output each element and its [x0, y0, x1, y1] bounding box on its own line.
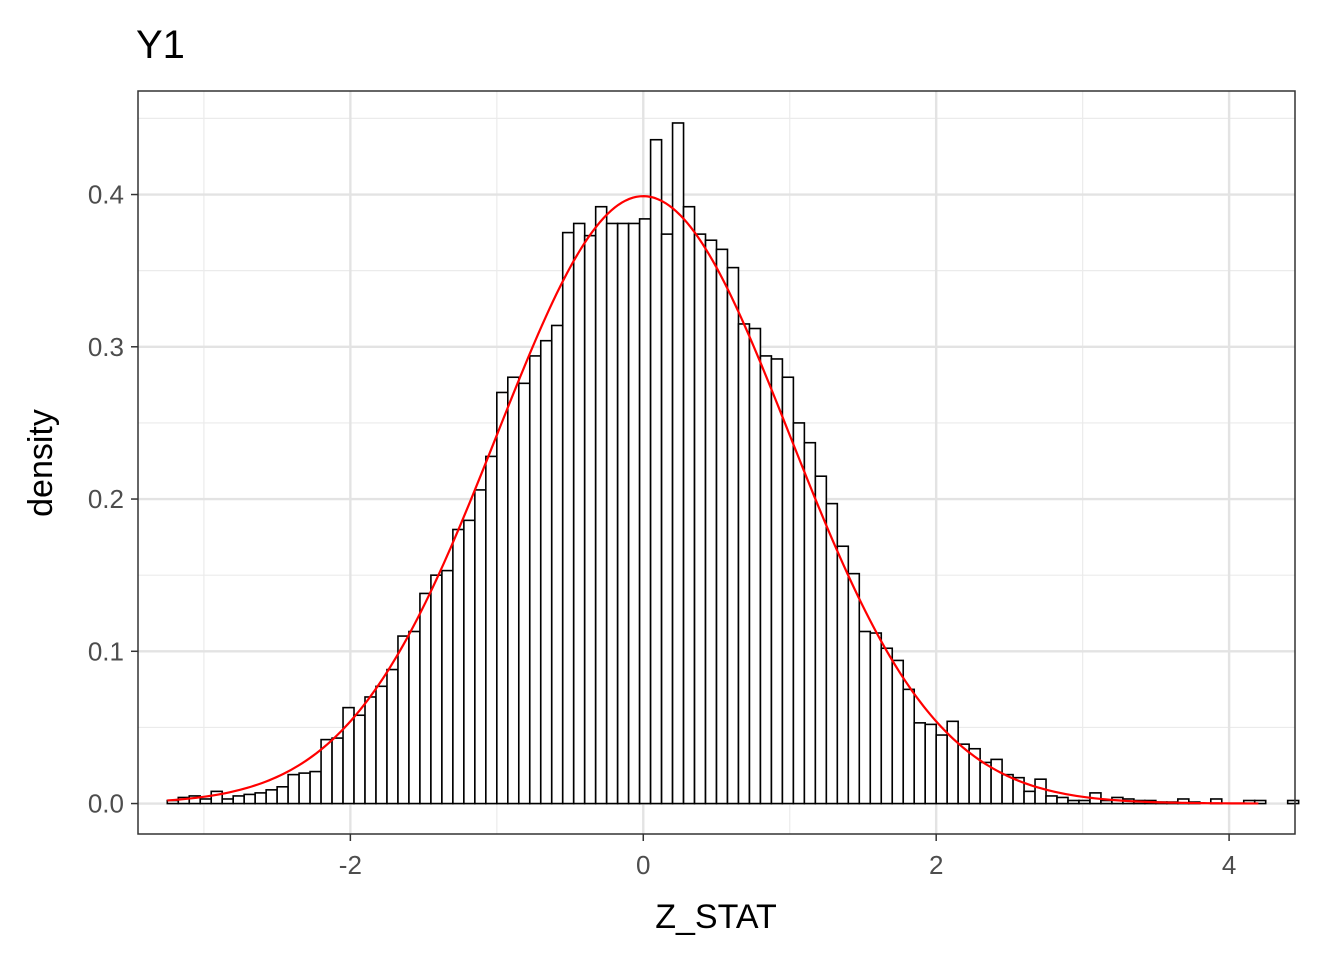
histogram-bar [759, 355, 773, 805]
histogram-bar [880, 647, 894, 805]
x-axis: -2 0 2 4 [339, 834, 1236, 880]
histogram-bar [353, 714, 366, 805]
histogram-bar [902, 688, 916, 805]
histogram-bar [276, 786, 289, 805]
histogram-bar [1067, 799, 1080, 805]
histogram-bar [792, 422, 806, 805]
x-tick-label: -2 [339, 850, 362, 880]
normal-density-curve [167, 195, 1259, 805]
histogram-bar [748, 327, 762, 805]
x-tick-label: 4 [1222, 850, 1236, 880]
histogram-bar [485, 455, 498, 805]
y-tick-label: 0.2 [88, 484, 124, 514]
histogram-bar [210, 790, 224, 805]
histogram-bar [715, 248, 729, 805]
histogram-bar [737, 323, 751, 805]
histogram-bar [1056, 796, 1069, 805]
histogram-bar [693, 233, 707, 805]
histogram-bar [1100, 799, 1113, 805]
histogram-bar [298, 772, 311, 805]
y-tick-label: 0.3 [88, 332, 124, 362]
y-tick-label: 0.0 [88, 789, 124, 819]
histogram-bar [814, 475, 828, 805]
histogram-bar [517, 382, 531, 805]
x-axis-title: Z_STAT [655, 898, 777, 936]
y-axis-title: density [22, 409, 60, 517]
histogram-bar [254, 792, 267, 805]
histogram-bar [463, 519, 476, 805]
histogram-bar [474, 489, 487, 805]
histogram-bar [199, 798, 213, 805]
histogram-bar [979, 761, 992, 805]
histogram-bar [605, 222, 619, 805]
histogram-bar [1023, 790, 1036, 805]
histogram-bar [572, 222, 586, 805]
histogram-bar [660, 233, 674, 805]
plot-panel-border [137, 90, 1296, 835]
histogram-bar [331, 737, 344, 805]
histogram-bar [232, 795, 245, 805]
histogram-bar [649, 138, 663, 805]
histogram-bar [550, 324, 564, 805]
histogram-bar [704, 239, 718, 805]
y-axis: 0.0 0.1 0.2 0.3 0.4 [88, 180, 138, 819]
histogram-bar [770, 358, 784, 805]
histogram-bar [539, 339, 553, 805]
histogram-bar [1034, 778, 1047, 805]
histogram-bar [397, 635, 410, 805]
histogram-bar [682, 205, 696, 805]
y-tick-label: 0.4 [88, 180, 124, 210]
histogram-bar [419, 592, 432, 805]
histogram-bar [441, 569, 454, 805]
histogram-bar [913, 722, 926, 805]
histogram-bar [221, 798, 234, 805]
histogram-bar [1286, 799, 1300, 805]
histogram-bar [924, 723, 937, 805]
histogram-bar [265, 789, 278, 805]
histogram-bar [935, 734, 948, 805]
histogram-bar [858, 630, 872, 805]
histogram-bar [243, 793, 256, 805]
histogram-bar [375, 685, 388, 805]
histogram-bar [408, 630, 421, 805]
chart-title: Y1 [136, 23, 185, 67]
histogram-bar [990, 758, 1003, 805]
x-tick-label: 2 [929, 850, 943, 880]
histogram-bar [496, 391, 509, 805]
histogram-bar [616, 222, 630, 805]
histogram-bar [627, 222, 641, 805]
histogram-bar [869, 632, 883, 805]
histogram-bar [452, 528, 465, 805]
histogram-bar [309, 770, 322, 805]
histogram-bar [726, 266, 740, 805]
histogram-bar [1045, 795, 1058, 805]
histogram-bar [957, 743, 970, 805]
histogram-bar [364, 696, 377, 805]
histogram-bar [528, 355, 542, 805]
histogram-bars [166, 122, 1300, 805]
histogram-bar [836, 545, 850, 805]
histogram-bar [638, 218, 652, 805]
y-tick-label: 0.1 [88, 636, 124, 666]
histogram-bar [287, 773, 300, 805]
histogram-bar [1078, 799, 1091, 805]
histogram-bar [847, 572, 861, 805]
histogram-bar [507, 376, 520, 805]
histogram-bar [386, 668, 399, 805]
histogram-bar [561, 231, 575, 805]
histogram-bar [1253, 799, 1267, 805]
histogram-bar [430, 574, 443, 805]
histogram-bar [594, 205, 608, 805]
x-tick-label: 0 [636, 850, 650, 880]
histogram-bar [583, 234, 597, 805]
histogram-bar [891, 659, 905, 805]
histogram-bar [671, 122, 685, 805]
